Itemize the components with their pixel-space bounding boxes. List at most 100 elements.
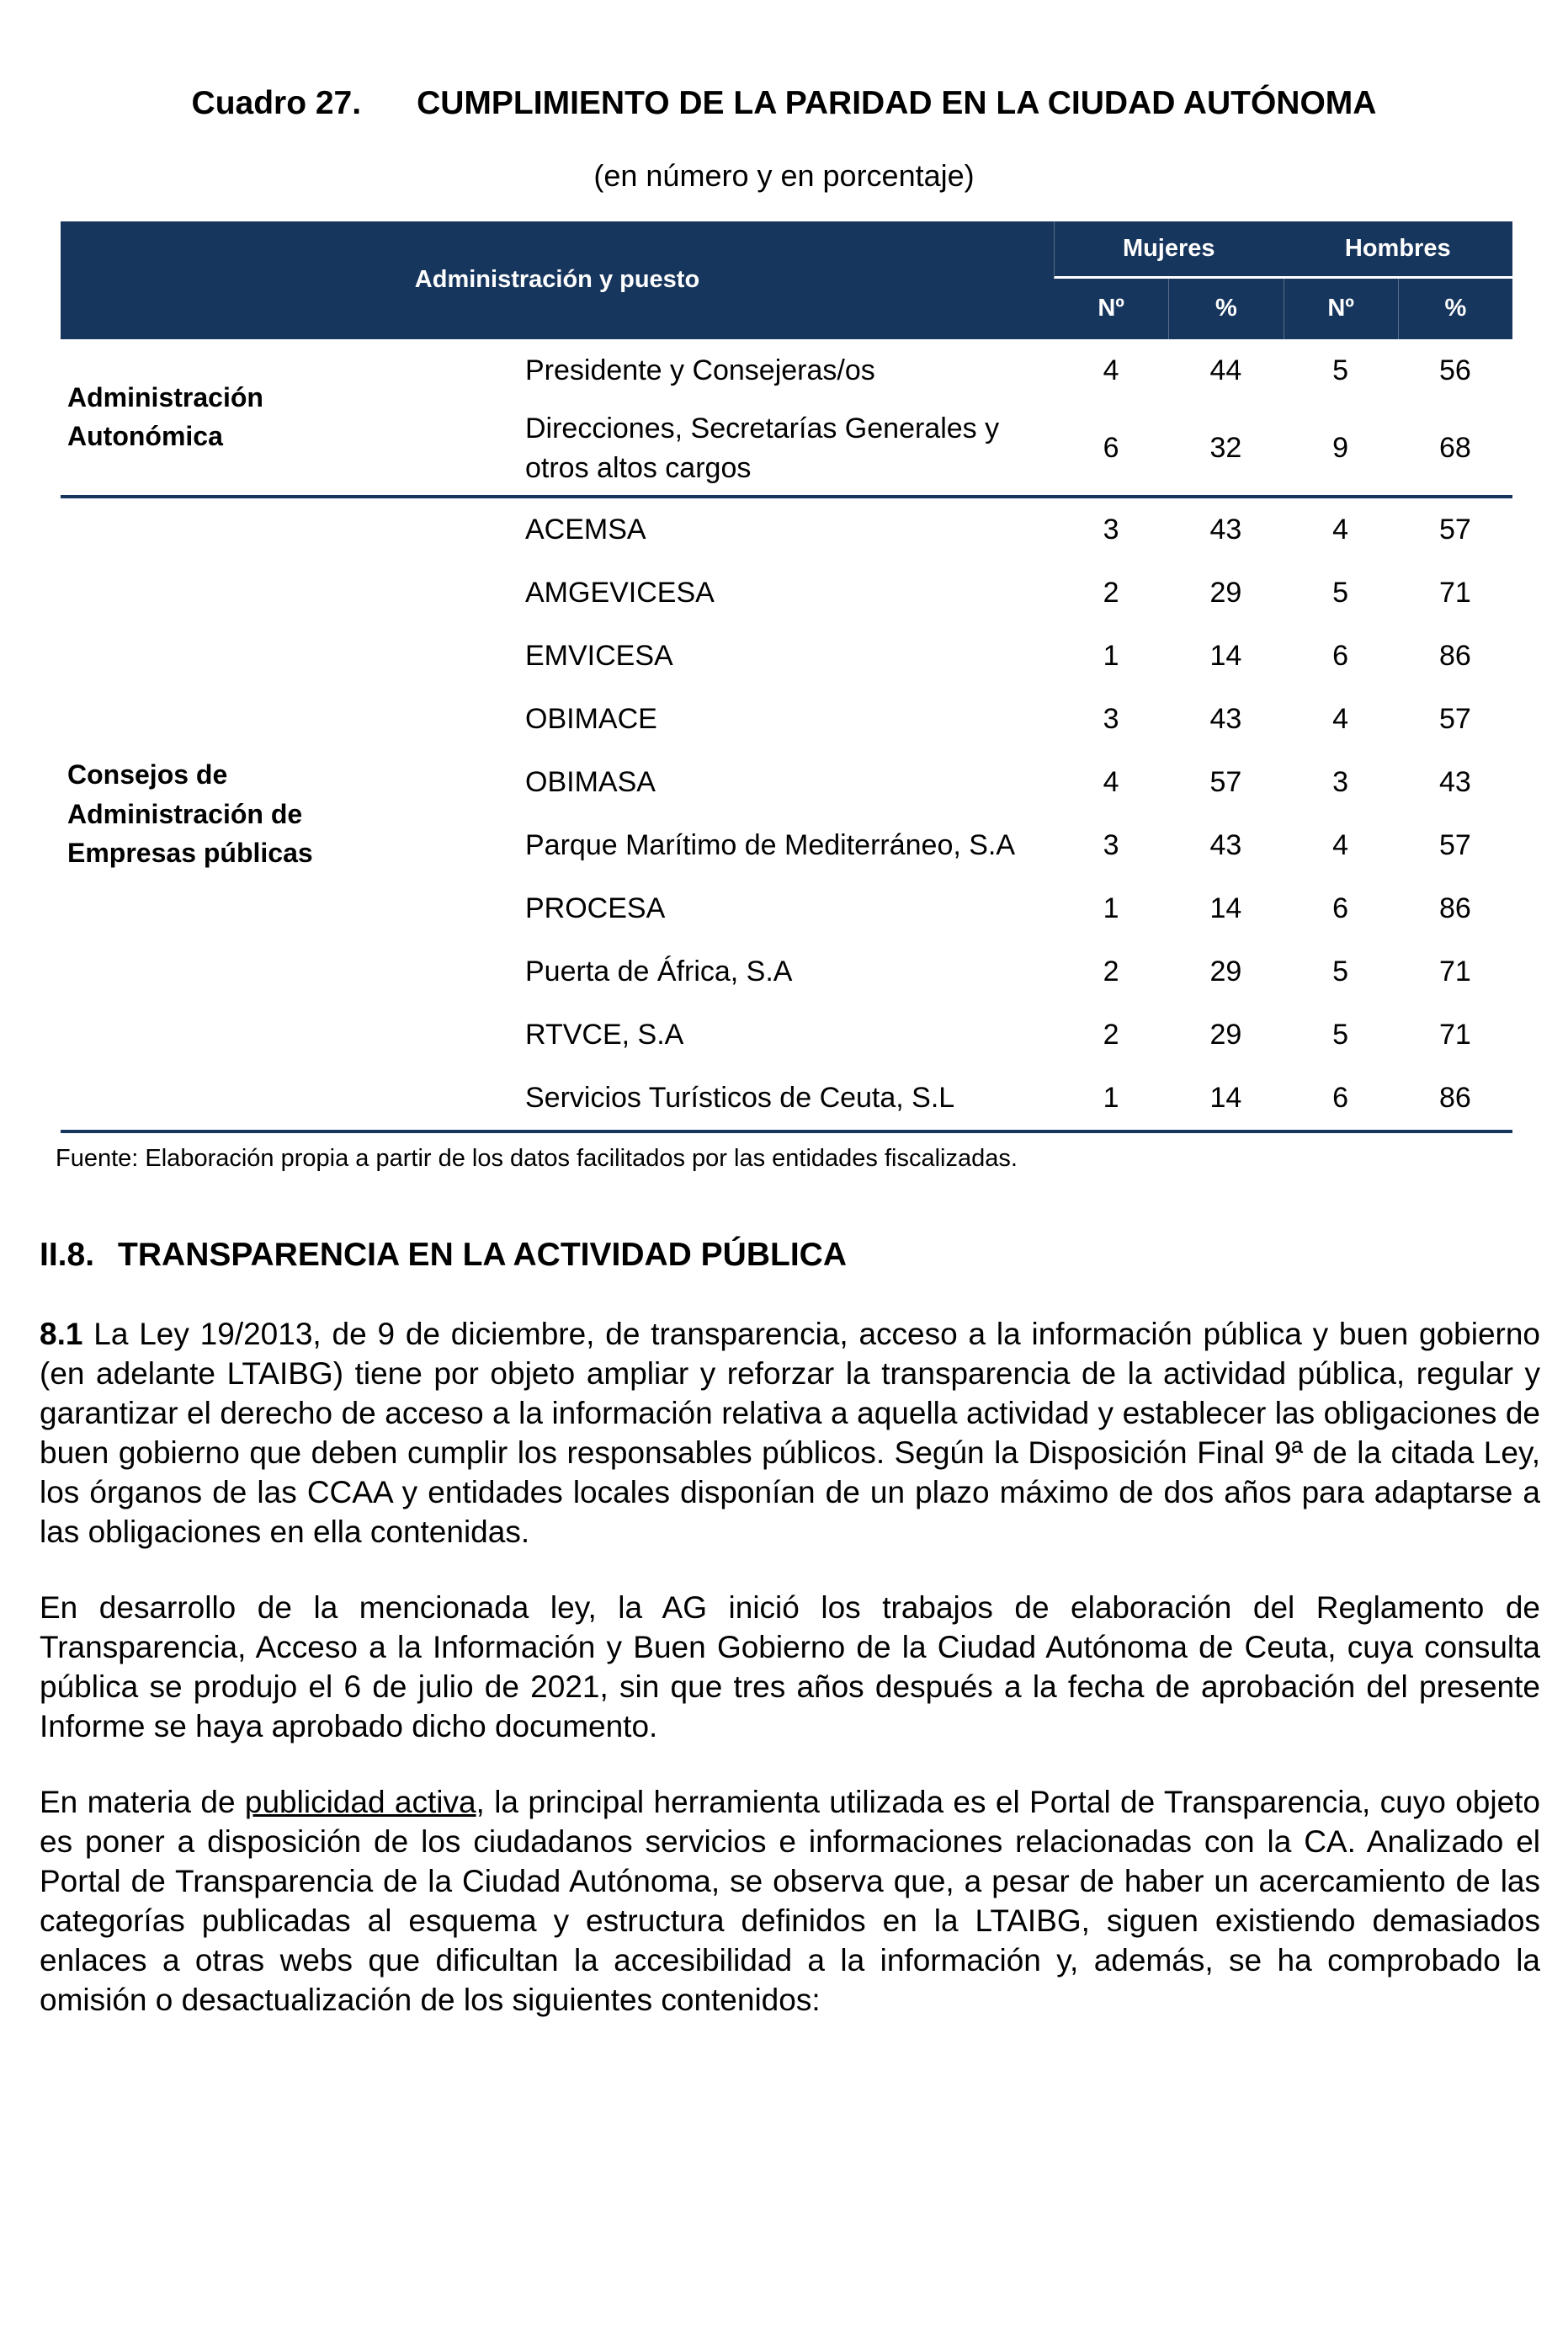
header-subcol-mujeres-n: Nº	[1098, 295, 1124, 322]
row-puesto: OBIMASA	[525, 765, 656, 798]
header-subcol-hombres-pct: %	[1397, 278, 1512, 339]
row-puesto: EMVICESA	[525, 639, 673, 672]
row-value: 43	[1209, 828, 1242, 861]
row-value: 57	[1209, 765, 1242, 798]
row-value: 57	[1438, 513, 1471, 546]
table-title-label: Cuadro 27.	[191, 85, 362, 121]
table-title-line: Cuadro 27. CUMPLIMIENTO DE LA PARIDAD EN…	[0, 84, 1568, 124]
row-value: 86	[1438, 639, 1471, 672]
row-value: 86	[1438, 1081, 1471, 1114]
table-row: OBIMASA 4 57 3 43	[473, 751, 1512, 814]
row-value: 4	[1332, 828, 1349, 861]
table-row: ACEMSA 3 43 4 57	[473, 498, 1512, 562]
row-value: 2	[1103, 1018, 1119, 1051]
row-value: 5	[1332, 1018, 1349, 1051]
table-row: OBIMACE 3 43 4 57	[473, 688, 1512, 751]
table-group: Administración Autonómica Presidente y Co…	[61, 339, 1512, 495]
row-value: 43	[1209, 513, 1242, 546]
header-group-mujeres: Mujeres	[1054, 221, 1284, 279]
row-value: 44	[1209, 354, 1242, 386]
text-segment: En desarrollo de la mencionada ley, la A…	[40, 1589, 1540, 1743]
row-puesto: ACEMSA	[525, 513, 646, 546]
row-value: 4	[1103, 354, 1119, 386]
row-puesto: AMGEVICESA	[525, 576, 715, 609]
paragraph: En desarrollo de la mencionada ley, la A…	[40, 1588, 1540, 1746]
group-rows: Presidente y Consejeras/os 4 44 5 56 Direccio…	[473, 339, 1512, 495]
row-value: 4	[1332, 702, 1349, 735]
row-value: 1	[1103, 1081, 1119, 1114]
row-value: 14	[1209, 892, 1242, 924]
row-puesto: PROCESA	[525, 892, 666, 924]
table-row: Direcciones, Secretarías Generales y otr…	[473, 402, 1512, 495]
section-heading: II.8. TRANSPARENCIA EN LA ACTIVIDAD PÚBL…	[40, 1236, 1540, 1275]
underlined-text: publicidad activa	[244, 1784, 476, 1819]
table-header: Administración y puesto Mujeres Hombres …	[61, 221, 1512, 339]
table-group: Consejos de Administración de Empresas p…	[61, 494, 1512, 1130]
table-row: AMGEVICESA 2 29 5 71	[473, 562, 1512, 625]
table-row: EMVICESA 1 14 6 86	[473, 625, 1512, 688]
table-subtitle: (en número y en porcentaje)	[593, 157, 975, 193]
row-value: 43	[1209, 702, 1242, 735]
section-title: TRANSPARENCIA EN LA ACTIVIDAD PÚBLICA	[118, 1237, 847, 1274]
row-puesto: Presidente y Consejeras/os	[525, 354, 875, 387]
row-value: 6	[1332, 639, 1349, 672]
row-value: 5	[1332, 576, 1349, 609]
fuente-note: Fuente: Elaboración propia a partir de l…	[56, 1144, 1018, 1172]
row-value: 3	[1103, 702, 1119, 735]
row-value: 2	[1103, 955, 1119, 988]
header-subcol-hombres-n: Nº	[1283, 278, 1398, 339]
row-value: 57	[1438, 702, 1471, 735]
row-value: 3	[1332, 765, 1349, 798]
table-row: Parque Marítimo de Mediterráneo, S.A 3 43 4…	[473, 814, 1512, 877]
paridad-table: Administración y puesto Mujeres Hombres …	[61, 221, 1512, 1133]
table-title: CUMPLIMIENTO DE LA PARIDAD EN LA CIUDAD …	[417, 85, 1377, 121]
row-value: 1	[1103, 639, 1119, 672]
table-body: Administración Autonómica Presidente y Co…	[61, 339, 1512, 1130]
row-value: 71	[1438, 576, 1471, 609]
row-value: 43	[1438, 765, 1471, 798]
text-segment: La Ley 19/2013, de 9 de diciembre, de tr…	[40, 1316, 1540, 1549]
row-value: 1	[1103, 892, 1119, 924]
row-value: 86	[1438, 892, 1471, 924]
table-row: Servicios Turísticos de Ceuta, S.L 1 14 6 86	[473, 1067, 1512, 1130]
row-value: 71	[1438, 1018, 1471, 1051]
row-value: 5	[1332, 955, 1349, 988]
row-puesto: RTVCE, S.A	[525, 1018, 684, 1051]
row-value: 4	[1103, 765, 1119, 798]
group-label: Administración Autonómica	[67, 382, 263, 452]
row-value: 56	[1438, 354, 1471, 386]
table-row: Presidente y Consejeras/os 4 44 5 56	[473, 339, 1512, 402]
header-admin-puesto: Administración y puesto	[414, 266, 700, 294]
row-puesto: Direcciones, Secretarías Generales y otr…	[525, 412, 1000, 484]
row-puesto: Parque Marítimo de Mediterráneo, S.A	[525, 828, 1016, 861]
row-value: 29	[1209, 955, 1242, 988]
paragraph: 8.1 La Ley 19/2013, de 9 de diciembre, d…	[40, 1314, 1540, 1552]
paragraphs: 8.1 La Ley 19/2013, de 9 de diciembre, d…	[40, 1314, 1540, 2020]
row-puesto: Puerta de África, S.A	[525, 955, 793, 988]
row-value: 6	[1332, 892, 1349, 924]
row-value: 14	[1209, 639, 1242, 672]
bold-text: 8.1	[40, 1316, 94, 1351]
table-row: PROCESA 1 14 6 86	[473, 877, 1512, 940]
header-group-hombres: Hombres	[1283, 221, 1512, 279]
row-value: 6	[1332, 1081, 1349, 1114]
row-value: 14	[1209, 1081, 1242, 1114]
row-value: 2	[1103, 576, 1119, 609]
row-value: 4	[1332, 513, 1349, 546]
text-segment: En materia de	[40, 1784, 245, 1819]
table-row: RTVCE, S.A 2 29 5 71	[473, 1003, 1512, 1067]
row-puesto: OBIMACE	[525, 702, 657, 735]
row-value: 71	[1438, 955, 1471, 988]
row-value: 5	[1332, 354, 1349, 386]
row-value: 32	[1209, 432, 1242, 465]
row-value: 57	[1438, 828, 1471, 861]
group-rows: ACEMSA 3 43 4 57 AMGEVICESA 2 29 5 71 EMVICESA 1 14 6…	[473, 498, 1512, 1130]
table-row: Puerta de África, S.A 2 29 5 71	[473, 940, 1512, 1003]
row-value: 6	[1103, 432, 1119, 465]
row-value: 68	[1438, 432, 1471, 465]
row-value: 29	[1209, 1018, 1242, 1051]
header-subcol-mujeres-pct: %	[1168, 278, 1283, 339]
group-label: Consejos de Administración de Empresas p…	[67, 759, 313, 868]
paragraph: En materia de publicidad activa, la prin…	[40, 1782, 1540, 2020]
